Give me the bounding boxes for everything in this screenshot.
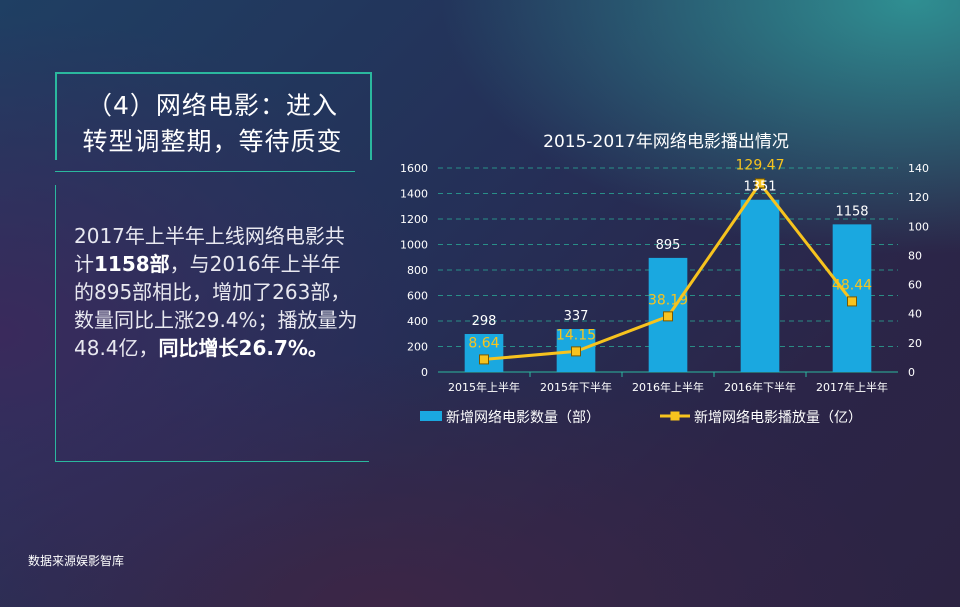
bar xyxy=(740,199,780,372)
y-left-tick-label: 800 xyxy=(407,264,428,277)
y-left-tick-label: 0 xyxy=(421,366,428,379)
x-tick-label: 2015年上半年 xyxy=(448,380,520,394)
y-left-tick-label: 1600 xyxy=(400,162,428,175)
bar-value-label: 1158 xyxy=(835,204,868,219)
line-marker xyxy=(663,311,673,322)
description-highlight-1: 1158部 xyxy=(94,252,170,276)
x-tick-label: 2016年上半年 xyxy=(632,380,704,394)
y-right-tick-label: 40 xyxy=(908,308,922,321)
y-left-tick-label: 1200 xyxy=(400,213,428,226)
bar-value-label: 895 xyxy=(656,238,681,253)
legend-line-label: 新增网络电影播放量（亿） xyxy=(694,410,862,426)
description-part-1: 2017年上半年上线网络电影共计 xyxy=(74,224,345,276)
line-value-label: 8.64 xyxy=(468,335,499,351)
legend-bar-label: 新增网络电影数量（部） xyxy=(446,410,600,426)
bar xyxy=(464,334,504,372)
y-left-tick-label: 200 xyxy=(407,341,428,354)
y-left-tick-label: 600 xyxy=(407,290,428,303)
line-value-label: 14.15 xyxy=(556,327,596,343)
heading-line-2: 转型调整期，等待质变 xyxy=(82,127,343,156)
y-left-tick-label: 1400 xyxy=(400,188,428,201)
line-marker xyxy=(571,346,581,357)
y-right-tick-label: 120 xyxy=(908,191,929,204)
description-highlight-2: 同比增长26.7%。 xyxy=(158,336,328,360)
heading-line-1: （4）网络电影：进入 xyxy=(87,91,338,120)
section-heading: （4）网络电影：进入 转型调整期，等待质变 xyxy=(60,88,365,160)
y-right-tick-label: 140 xyxy=(908,162,929,175)
x-tick-label: 2015年下半年 xyxy=(540,380,612,394)
y-right-tick-label: 80 xyxy=(908,249,922,262)
description-frame xyxy=(55,185,369,462)
y-right-tick-label: 60 xyxy=(908,279,922,292)
y-left-tick-label: 400 xyxy=(407,315,428,328)
line-value-label: 48.44 xyxy=(832,277,872,293)
x-tick-label: 2017年上半年 xyxy=(816,380,888,394)
data-source: 数据来源娱影智库 xyxy=(28,554,125,568)
line-marker xyxy=(755,178,765,189)
legend-bar-swatch xyxy=(420,411,442,421)
description-text: 2017年上半年上线网络电影共计1158部，与2016年上半年的895部相比，增… xyxy=(74,222,359,362)
y-left-tick-label: 1000 xyxy=(400,239,428,252)
bar-value-label: 1351 xyxy=(743,180,776,195)
title-frame xyxy=(55,72,372,160)
y-right-tick-label: 100 xyxy=(908,220,929,233)
bar-value-label: 337 xyxy=(564,309,589,324)
line-value-label: 129.47 xyxy=(736,157,785,173)
line-marker xyxy=(479,354,489,365)
line-marker xyxy=(847,296,857,307)
description-part-2: ，与2016年上半年的895部相比，增加了263部，数量同比上涨29.4%；播放… xyxy=(74,252,358,360)
line-value-label: 38.19 xyxy=(648,292,688,308)
y-right-tick-label: 20 xyxy=(908,337,922,350)
bar-value-label: 298 xyxy=(472,314,497,329)
title-divider xyxy=(55,171,355,172)
chart-title: 2015-2017年网络电影播出情况 xyxy=(543,132,789,152)
legend-line-marker xyxy=(670,411,680,421)
y-right-tick-label: 0 xyxy=(908,366,915,379)
x-tick-label: 2016年下半年 xyxy=(724,380,796,394)
